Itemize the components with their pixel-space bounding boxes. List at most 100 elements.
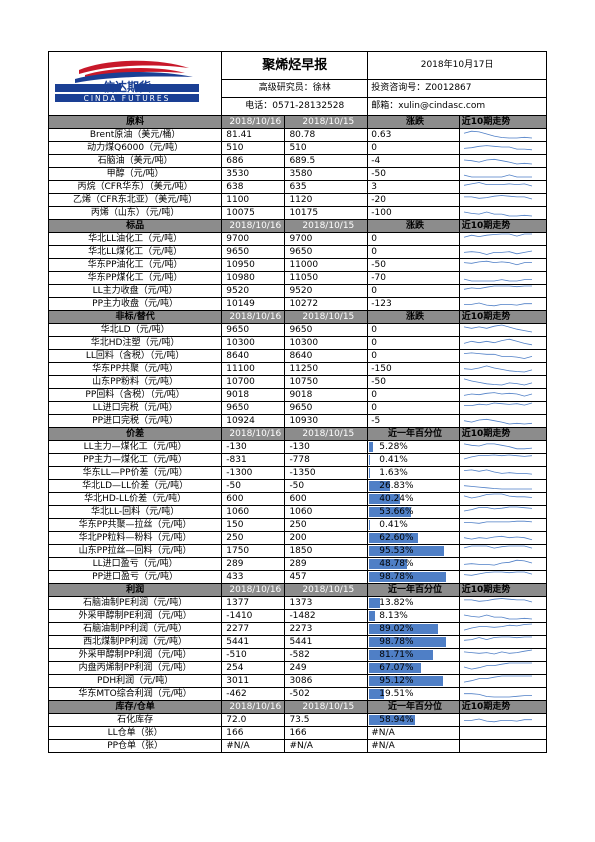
sparkline-path (463, 418, 532, 425)
sparkline-path (463, 211, 532, 217)
section-change-header: 涨跌 (367, 310, 460, 324)
row-name: LL主力收盘（元/吨） (47, 284, 223, 298)
table-row: PDH利润（元/吨） 3011 3086 95.12% (47, 674, 548, 688)
percentile-bar (369, 520, 371, 530)
row-value-v2: -1482 (284, 609, 369, 623)
table-row: 华东PP油化工（元/吨） 10950 11000 -50 (47, 258, 548, 272)
row-value-v2: -778 (284, 453, 369, 467)
sparkline-path (463, 493, 532, 499)
row-value-v1: 3011 (221, 674, 286, 688)
sparkline-path (463, 174, 532, 178)
row-name: 山东PP拉丝—回料（元/吨） (47, 544, 223, 558)
sparkline (463, 392, 532, 397)
table-row: 华北LD（元/吨） 9650 9650 0 (47, 323, 548, 337)
row-value-v1: 5441 (221, 635, 286, 649)
row-name: 石脑油制PP利润（元/吨） (47, 622, 223, 636)
row-trend (458, 466, 548, 480)
sparkline-path (463, 506, 532, 512)
row-value-v2: 250 (284, 518, 369, 532)
row-change: 98.78% (367, 635, 460, 649)
row-change: -150 (367, 362, 460, 376)
row-trend (458, 453, 548, 467)
row-trend (458, 492, 548, 506)
row-value-v1: 11100 (221, 362, 286, 376)
sparkline-path (463, 693, 532, 698)
sparkline (463, 285, 532, 290)
sparkline-path (463, 130, 532, 139)
row-value-v1: 10075 (221, 206, 286, 220)
row-change: 13.82% (367, 596, 460, 610)
row-trend (458, 258, 548, 272)
percentile-bar (369, 611, 376, 621)
row-value-v2: 3086 (284, 674, 369, 688)
sparkline-path (463, 545, 532, 549)
row-value-v1: 10924 (221, 414, 286, 428)
row-trend (458, 336, 548, 350)
row-trend (458, 388, 548, 402)
sparkline (463, 211, 532, 217)
row-value-v2: -582 (284, 648, 369, 662)
section-title: 利润 (47, 583, 223, 597)
sparkline-path (463, 623, 532, 631)
row-value-v2: 9700 (284, 232, 369, 246)
percentile-bar (369, 676, 444, 686)
sparkline (463, 302, 532, 307)
sparkline (463, 195, 532, 200)
percentile-bar (369, 650, 434, 660)
table-row: 华东PP煤化工（元/吨） 10980 11050 -70 (47, 271, 548, 285)
percentile-bar (369, 624, 439, 634)
sparkline-path (463, 535, 532, 541)
section-header: 标品 2018/10/16 2018/10/15 涨跌 近10期走势 (47, 219, 548, 233)
row-name: PP回料（含税）（元/吨） (47, 388, 223, 402)
section-date-2: 2018/10/15 (284, 583, 369, 597)
row-trend (458, 323, 548, 337)
row-trend (458, 297, 548, 311)
row-trend (458, 687, 548, 701)
row-value-v1: #N/A (221, 739, 286, 753)
logo-bottom-band (55, 94, 199, 102)
sparkline (463, 520, 532, 524)
logo-cell: 信达期货 CINDA FUTURES (47, 51, 223, 116)
percentile-value: 62.60% (379, 533, 414, 543)
row-trend (458, 531, 548, 545)
row-value-v1: 10300 (221, 336, 286, 350)
row-name: 华北LL-回料（元/吨） (47, 505, 223, 519)
sparkline-path (463, 614, 532, 620)
table-row: 华北LD—LL价差（元/吨） -50 -50 26.83% (47, 479, 548, 493)
percentile-bar (369, 494, 401, 504)
percentile-bar (369, 663, 422, 673)
row-trend (458, 414, 548, 428)
row-value-v2: 600 (284, 492, 369, 506)
row-name: 丙烯（山东）（元/吨） (47, 206, 223, 220)
percentile-bar (369, 533, 419, 543)
sparkline (463, 378, 532, 386)
row-name: 华东PP油化工（元/吨） (47, 258, 223, 272)
sparkline-path (463, 571, 532, 576)
sparkline-path (463, 302, 532, 307)
row-name: 华北LL油化工（元/吨） (47, 232, 223, 246)
row-change: 1.63% (367, 466, 460, 480)
row-change: #N/A (367, 739, 460, 753)
row-name: 华北HD注塑（元/吨） (47, 336, 223, 350)
row-change: 53.66% (367, 505, 460, 519)
section-change-header: 近一年百分位 (367, 427, 460, 441)
sparkline (463, 233, 532, 238)
section-trend-header: 近10期走势 (458, 115, 548, 129)
row-change: 89.02% (367, 622, 460, 636)
row-value-v2: 510 (284, 141, 369, 155)
row-change: 0 (367, 141, 460, 155)
row-value-v2: 8640 (284, 349, 369, 363)
percentile-bar (369, 546, 445, 556)
table-row: PP进口盈亏（元/吨） 433 457 98.78% (47, 570, 548, 584)
sparkline (463, 545, 532, 549)
row-name: LL主力—煤化工（元/吨） (47, 440, 223, 454)
row-name: 石脑油（美元/吨） (47, 154, 223, 168)
sparkline-path (463, 338, 532, 346)
row-name: PP进口盈亏（元/吨） (47, 570, 223, 584)
row-name: 华东MTO综合利润（元/吨） (47, 687, 223, 701)
row-name: LL回料（含税）（元/吨） (47, 349, 223, 363)
section-title: 标品 (47, 219, 223, 233)
sparkline (463, 662, 532, 670)
sparkline (463, 402, 532, 406)
row-trend (458, 206, 548, 220)
